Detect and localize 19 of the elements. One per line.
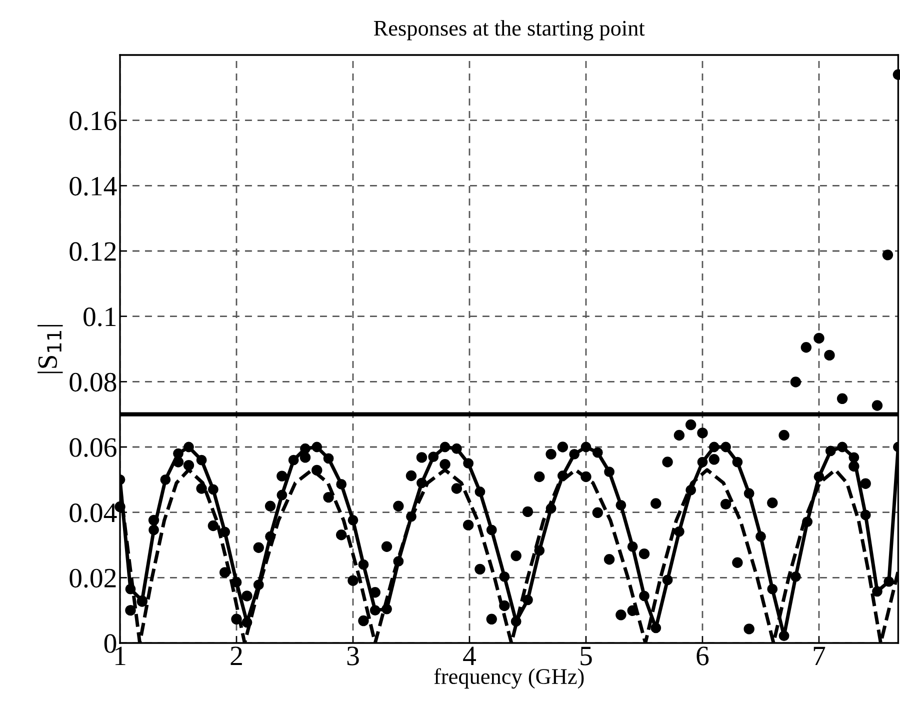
y-tick-label: 0.1 [84, 308, 116, 326]
x-tick-label: 7 [814, 646, 826, 666]
y-tick-label: 0.14 [70, 176, 117, 196]
x-tick-label: 3 [347, 646, 359, 666]
y-tick-label: 0.12 [70, 242, 116, 262]
x-tick-label: 2 [230, 646, 242, 666]
y-tick-label: 0 [104, 634, 116, 653]
y-tick-label: 0.02 [70, 568, 116, 588]
x-tick-label: 6 [696, 646, 709, 666]
y-tick-label: 0.04 [70, 504, 117, 522]
y-tick-label: 0.08 [70, 372, 116, 392]
chart-title: Responses at the starting point [374, 20, 645, 40]
x-tick-label: 1 [116, 646, 126, 666]
x-tick-label: 4 [463, 646, 476, 666]
y-axis-title: |S$_{11}$| [38, 325, 63, 374]
y-tick-label: 0.16 [70, 112, 116, 130]
x-axis-title: frequency (GHz) [434, 668, 584, 689]
x-tick-label: 5 [580, 646, 592, 666]
y-tick-label: 0.06 [70, 438, 116, 458]
